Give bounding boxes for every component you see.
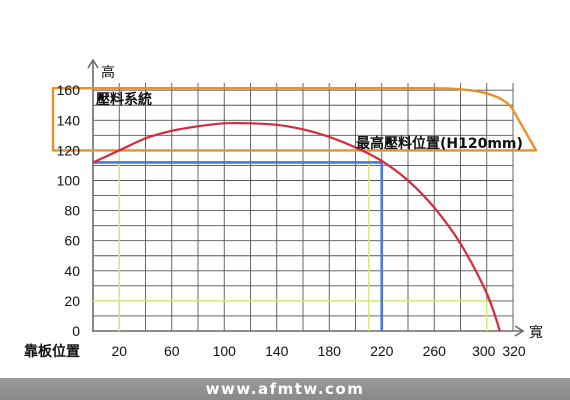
x-tick-label: 140	[265, 343, 289, 359]
y-tick-label: 20	[64, 293, 80, 309]
y-axis-arrow	[87, 58, 99, 69]
blue-guide	[93, 161, 384, 331]
y-tick-label: 120	[57, 142, 81, 158]
footer-bar: www.afmtw.com	[0, 378, 570, 400]
x-tick-label: 60	[164, 343, 180, 359]
y-tick-label: 140	[57, 112, 81, 128]
pressure-system-label: 壓料系統	[96, 91, 152, 108]
height-curve	[92, 121, 501, 332]
max-height-label: 最高壓料位置(H120mm)	[356, 135, 523, 152]
y-tick-label: 60	[64, 233, 80, 249]
x-origin-label: 靠板位置	[24, 343, 80, 360]
chart: 0 20 40 60 80 100 120 140 160 20 60 100 140 180 220 260…	[24, 58, 543, 360]
x-tick-label: 300	[472, 343, 496, 359]
x-tick-label: 260	[423, 343, 447, 359]
website-url[interactable]: www.afmtw.com	[205, 380, 365, 398]
x-tick-label: 220	[370, 343, 394, 359]
y-axis-label: 高	[101, 64, 115, 81]
x-tick-label: 320	[502, 343, 526, 359]
yellow-guide-lower	[93, 300, 488, 331]
y-tick-label: 40	[64, 263, 80, 279]
y-tick-label: 80	[64, 203, 80, 219]
y-tick-label: 160	[57, 82, 81, 98]
x-tick-label: 100	[213, 343, 237, 359]
x-tick-label: 20	[111, 343, 127, 359]
x-axis-arrow	[514, 325, 525, 337]
x-axis-label: 寬	[529, 324, 543, 341]
pressure-system-box	[51, 87, 538, 152]
y-tick-label: 0	[72, 323, 80, 339]
x-tick-label: 180	[318, 343, 342, 359]
y-tick-label: 100	[57, 173, 81, 189]
